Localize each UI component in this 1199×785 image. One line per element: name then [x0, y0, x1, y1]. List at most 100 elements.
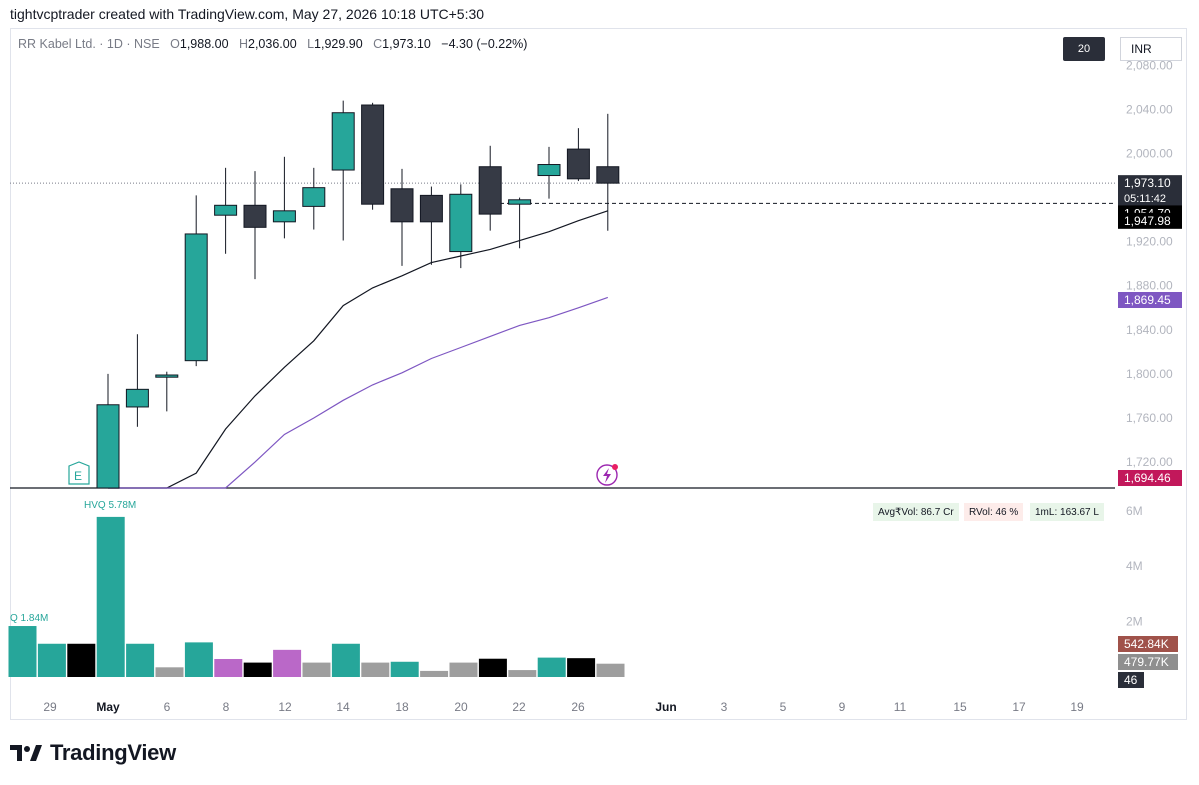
high-value: 2,036.00	[248, 37, 297, 51]
volume-bar	[449, 662, 478, 677]
price-axis-label: 1,869.45	[1124, 293, 1171, 307]
time-axis-label: 19	[1070, 700, 1084, 714]
symbol-name: RR Kabel Ltd. · 1D · NSE	[18, 37, 160, 51]
volume-bar	[214, 658, 243, 677]
currency-selector[interactable]: INR	[1120, 37, 1182, 61]
price-tick-label: 1,760.00	[1126, 411, 1173, 425]
time-axis-label: 12	[278, 700, 292, 714]
candle-body	[537, 164, 561, 177]
time-axis-label: 26	[571, 700, 585, 714]
volume-axis-label-bg	[1118, 672, 1144, 688]
interval-badge[interactable]: 20	[1063, 37, 1105, 61]
time-axis-label: May	[96, 700, 120, 714]
volume-bar	[331, 643, 360, 677]
candle-body	[96, 404, 120, 489]
volume-bar	[508, 670, 537, 677]
candle-body	[566, 148, 590, 180]
price-axis-label-bg	[1118, 470, 1182, 486]
earnings-marker: E	[68, 461, 90, 485]
volume-bar	[126, 643, 155, 677]
time-axis-label: 8	[223, 700, 230, 714]
high-label: H	[238, 37, 248, 51]
time-axis-label: 14	[336, 700, 350, 714]
price-tick-label: 1,720.00	[1126, 455, 1173, 469]
time-axis-label: 29	[43, 700, 57, 714]
countdown-label: 05:11:42	[1124, 193, 1166, 205]
time-axis-label: Jun	[655, 700, 676, 714]
chart-frame	[10, 28, 1187, 720]
volume-bar	[96, 516, 125, 677]
candle-body	[390, 188, 414, 223]
volume-bar	[567, 658, 596, 677]
candle-body	[214, 204, 238, 216]
volume-bar	[243, 662, 272, 677]
price-axis-label-bg	[1118, 175, 1182, 208]
candle-body	[272, 210, 296, 223]
volume-axis-label: 479.77K	[1124, 655, 1169, 669]
volume-bar	[390, 661, 419, 677]
open-value: 1,988.00	[179, 37, 229, 51]
tradingview-logo-icon	[10, 745, 42, 761]
candle-body	[125, 388, 149, 408]
candle-body	[243, 204, 267, 228]
flash-bolt	[603, 468, 611, 483]
fast-moving-average-line	[108, 210, 608, 489]
time-axis-label: 11	[894, 700, 907, 714]
candle-body	[302, 187, 326, 207]
tradingview-brand[interactable]: TradingView	[10, 740, 176, 766]
volume-axis-label-bg	[1118, 636, 1178, 652]
price-tick-label: 1,800.00	[1126, 367, 1173, 381]
quarter-volume-label: Q 1.84M	[10, 613, 48, 624]
close-label: C	[373, 37, 383, 51]
price-axis-label: 1,947.98	[1124, 214, 1171, 228]
volume-bar	[273, 649, 302, 677]
volume-bar	[478, 658, 507, 677]
time-axis-label: 3	[721, 700, 728, 714]
attribution-text: tightvcptrader created with TradingView.…	[10, 6, 485, 22]
brand-name: TradingView	[50, 740, 176, 765]
price-tick-label: 1,880.00	[1126, 279, 1173, 293]
candle-body	[331, 112, 355, 171]
time-axis-label: 9	[839, 700, 846, 714]
volume-bar	[420, 670, 449, 677]
time-axis-label: 5	[780, 700, 787, 714]
candle-body	[478, 166, 502, 215]
low-label: L	[307, 37, 315, 51]
price-axis-label-bg	[1118, 292, 1182, 308]
flash-dot	[612, 464, 618, 470]
candle-body	[449, 193, 473, 253]
price-tick-label: 2,080.00	[1126, 58, 1173, 72]
avg-volume-stat: Avg₹Vol: 86.7 Cr	[873, 503, 959, 521]
time-axis-label: 15	[953, 700, 967, 714]
price-tick-label: 1,920.00	[1126, 235, 1173, 249]
time-axis-label: 17	[1012, 700, 1026, 714]
candle-body	[155, 374, 179, 378]
volume-tick-label: 6M	[1126, 504, 1143, 518]
volume-bar	[67, 643, 96, 677]
volume-bar	[596, 663, 625, 677]
earnings-icon	[68, 461, 90, 485]
price-tick-label: 2,040.00	[1126, 102, 1173, 116]
volume-axis-label: 46	[1124, 673, 1138, 687]
candle-body	[508, 199, 532, 205]
candle-body	[361, 104, 385, 205]
candle-body	[596, 166, 620, 184]
volume-tick-label: 2M	[1126, 615, 1143, 629]
price-tick-label: 2,000.00	[1126, 147, 1173, 161]
volume-axis-label: 542.84K	[1124, 637, 1169, 651]
volume-axis-label-bg	[1118, 654, 1178, 670]
volume-bar	[361, 662, 390, 677]
volume-bar	[302, 662, 331, 677]
time-axis-label: 22	[512, 700, 526, 714]
volume-tick-label: 4M	[1126, 559, 1143, 573]
change-value: −4.30 (−0.22%)	[441, 37, 528, 51]
symbol-legend: RR Kabel Ltd. · 1D · NSE O1,988.00 H2,03…	[18, 37, 527, 51]
low-value: 1,929.90	[314, 37, 363, 51]
candle-body	[419, 194, 443, 223]
one-month-liquidity-stat: 1mL: 163.67 L	[1030, 503, 1104, 521]
time-axis-label: 20	[454, 700, 468, 714]
slow-moving-average-line	[108, 296, 609, 489]
candle-body	[184, 233, 208, 362]
open-label: O	[170, 37, 180, 51]
